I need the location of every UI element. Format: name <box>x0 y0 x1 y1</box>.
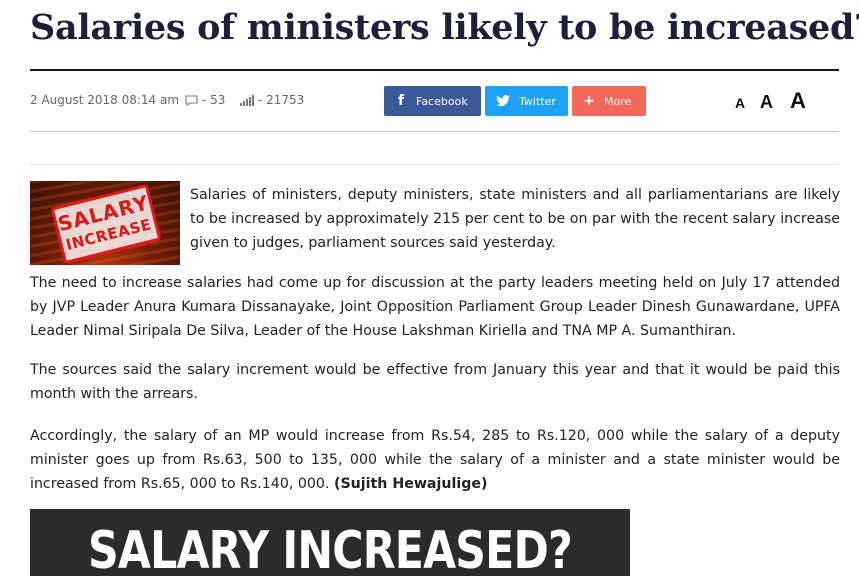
view-count-value: - 21753 <box>258 93 305 107</box>
article-banner-image: SALARY INCREASED? <box>30 509 630 576</box>
content-divider <box>30 164 839 165</box>
comment-count-value: - 53 <box>202 93 226 107</box>
facebook-share-button[interactable]: f Facebook <box>384 86 481 116</box>
article-paragraph-2: The need to increase salaries had come u… <box>30 275 840 339</box>
plus-icon: + <box>583 93 595 109</box>
signal-bars-icon <box>240 94 254 106</box>
article-date: 2 August 2018 08:14 am <box>30 93 180 107</box>
paragraph-4-text: Accordingly, the salary of an MP would i… <box>30 428 840 492</box>
banner-headline: SALARY INCREASED? <box>88 521 573 576</box>
twitter-label: Twitter <box>519 94 556 108</box>
title-divider <box>30 69 839 71</box>
twitter-icon <box>496 95 510 107</box>
article-paragraph-3: The sources said the salary increment wo… <box>30 362 840 402</box>
view-count: - 21753 <box>240 92 304 108</box>
comment-count[interactable]: - 53 <box>185 92 225 108</box>
meta-divider <box>30 131 839 132</box>
article-paragraph-4: Accordingly, the salary of an MP would i… <box>30 424 840 496</box>
twitter-share-button[interactable]: Twitter <box>485 86 568 116</box>
facebook-icon: f <box>397 93 405 109</box>
font-size-medium-button[interactable]: A <box>760 92 773 112</box>
font-size-small-button[interactable]: A <box>735 95 746 111</box>
more-label: More <box>604 94 632 108</box>
article-byline: (Sujith Hewajulige) <box>333 476 488 492</box>
facebook-label: Facebook <box>416 94 468 108</box>
article-paragraph-1: Salaries of ministers, deputy ministers,… <box>190 187 840 251</box>
comment-icon <box>185 94 198 106</box>
article-thumbnail: SALARY INCREASE <box>30 181 180 265</box>
article-title: Salaries of ministers likely to be incre… <box>30 7 859 48</box>
more-share-button[interactable]: + More <box>572 86 646 116</box>
font-size-large-button[interactable]: A <box>790 88 806 113</box>
